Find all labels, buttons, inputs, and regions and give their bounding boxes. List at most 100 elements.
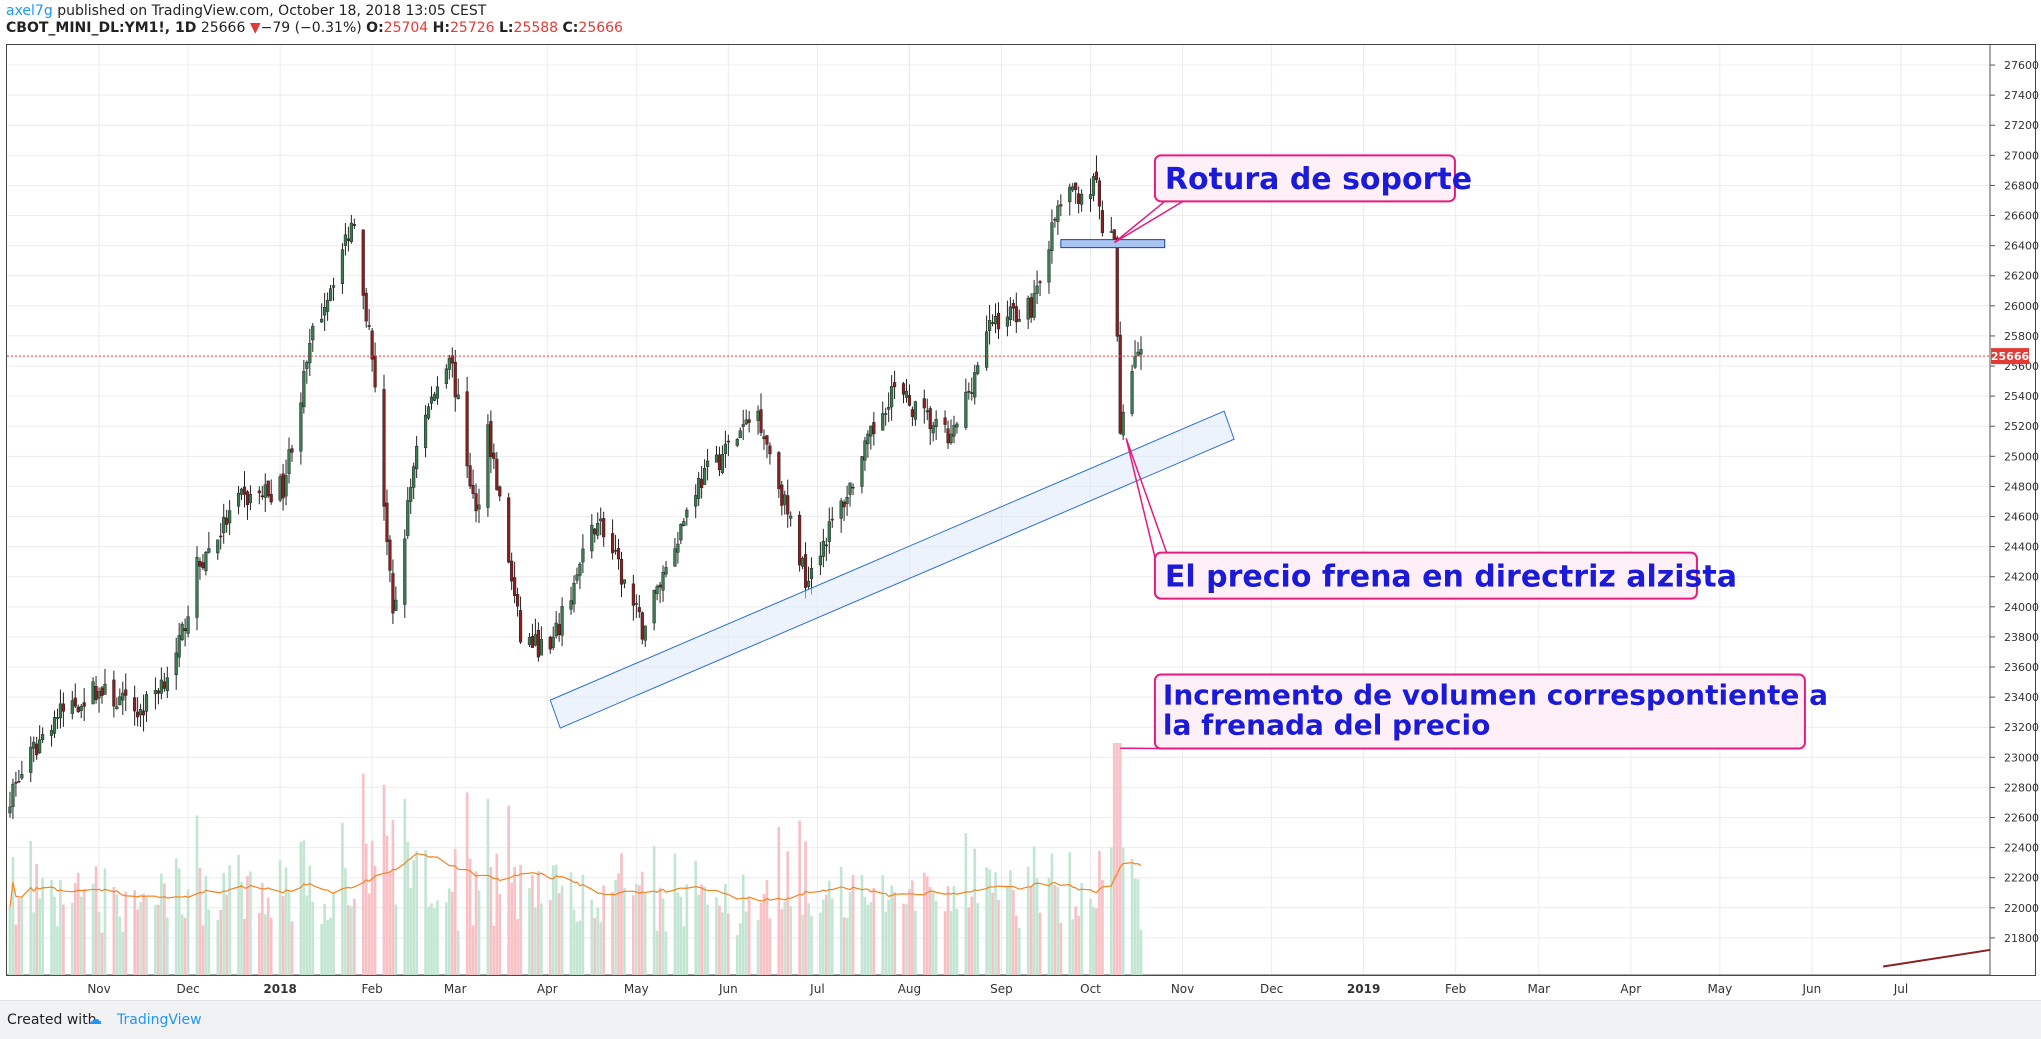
candle-body — [403, 539, 406, 604]
candle-body — [570, 601, 573, 610]
candle-body — [329, 289, 332, 301]
price-axis-label: 23000 — [2004, 751, 2039, 764]
volume-bar — [1048, 878, 1051, 975]
candle-body — [593, 529, 596, 534]
volume-bar — [199, 868, 202, 975]
time-axis-label: Apr — [1620, 982, 1641, 996]
candle-body — [656, 586, 659, 593]
candle-body — [279, 477, 282, 500]
volume-bar — [118, 917, 121, 975]
volume-bar — [175, 858, 178, 975]
volume-bar — [243, 919, 246, 975]
volume-bar — [783, 902, 786, 975]
candle-body — [157, 691, 160, 694]
candle-body — [662, 572, 665, 590]
volume-bar — [1095, 908, 1098, 975]
volume-bar — [976, 903, 979, 975]
volume-bar — [576, 922, 579, 975]
price-axis-label: 26200 — [2004, 270, 2039, 283]
volume-bar — [187, 890, 190, 975]
time-axis-label: Dec — [1260, 982, 1283, 996]
volume-bar — [867, 905, 870, 975]
volume-bar — [300, 842, 303, 975]
price-axis-label: 27600 — [2004, 59, 2039, 72]
volume-bar — [849, 892, 852, 975]
candle-body — [967, 391, 970, 392]
tradingview-logo-icon[interactable]: ☁︎ — [88, 1012, 102, 1028]
volume-bar — [715, 897, 718, 975]
candle-body — [528, 637, 531, 644]
volume-bar — [353, 899, 356, 975]
candle-body — [1068, 187, 1071, 202]
candle-body — [395, 600, 398, 610]
candle-body — [448, 358, 451, 369]
candle-body — [825, 545, 828, 546]
trend-extension-line — [1883, 950, 1990, 967]
price-axis-label: 25800 — [2004, 330, 2039, 343]
time-axis-label: Nov — [87, 982, 110, 996]
volume-bar — [181, 914, 184, 975]
volume-bar — [570, 873, 573, 975]
candle-body — [680, 524, 683, 540]
volume-bar — [415, 851, 418, 975]
time-axis-label: Sep — [990, 982, 1013, 996]
candle-body — [507, 498, 510, 562]
candle-body — [92, 682, 95, 704]
last-price-label: 25666 — [1991, 350, 2030, 363]
price-axis-label: 25400 — [2004, 390, 2039, 403]
volume-bar — [498, 894, 501, 975]
candle-body — [38, 740, 41, 753]
candle-body — [163, 682, 166, 689]
volume-bar — [495, 854, 498, 975]
volume-bar — [285, 867, 288, 975]
volume-bar — [202, 925, 205, 975]
volume-bar — [662, 899, 665, 975]
candle-body — [721, 454, 724, 472]
price-axis-label: 26800 — [2004, 179, 2039, 192]
price-axis-label: 26000 — [2004, 300, 2039, 313]
candle-body — [519, 610, 522, 642]
candle-body — [997, 313, 1000, 329]
candle-body — [362, 230, 365, 296]
volume-bar — [1060, 923, 1063, 975]
candle-body — [136, 712, 139, 717]
time-axis-label: Mar — [1527, 982, 1550, 996]
volume-bar — [291, 921, 294, 975]
volume-bar — [389, 872, 392, 975]
volume-bar — [881, 875, 884, 975]
volume-bar — [507, 806, 510, 975]
candle-body — [493, 453, 496, 459]
candle-body — [516, 594, 519, 606]
candle-body — [412, 467, 415, 488]
candle-body — [1054, 219, 1057, 220]
price-chart[interactable]: 2180022000222002240022600228002300023200… — [0, 0, 2041, 1000]
volume-bar — [38, 898, 41, 975]
candle-body — [243, 487, 246, 495]
volume-bar — [424, 850, 427, 975]
volume-bar — [157, 905, 160, 975]
price-axis-label: 22600 — [2004, 812, 2039, 825]
volume-bar — [632, 895, 635, 975]
candle-body — [270, 494, 273, 502]
candle-body — [976, 365, 979, 373]
candle-body — [457, 395, 460, 399]
price-axis-label: 22200 — [2004, 872, 2039, 885]
candle-body — [1033, 293, 1036, 317]
candle-body — [1030, 298, 1033, 318]
volume-bar — [638, 885, 641, 975]
volume-bar — [742, 875, 745, 975]
volume-bar — [697, 895, 700, 975]
candle-body — [261, 496, 264, 497]
tradingview-link[interactable]: TradingView — [117, 1012, 202, 1028]
volume-bar — [50, 880, 53, 975]
candle-body — [285, 475, 288, 496]
price-axis-label: 24200 — [2004, 571, 2039, 584]
time-axis-label: Jul — [809, 982, 824, 996]
annotation-callout: El precio frena en directriz alzista — [1126, 438, 1737, 598]
candle-body — [810, 568, 813, 579]
candle-body — [445, 369, 448, 384]
callout-pointer — [1114, 201, 1183, 242]
candle-body — [1036, 286, 1039, 294]
candle-body — [436, 387, 439, 398]
candle-body — [469, 466, 472, 486]
